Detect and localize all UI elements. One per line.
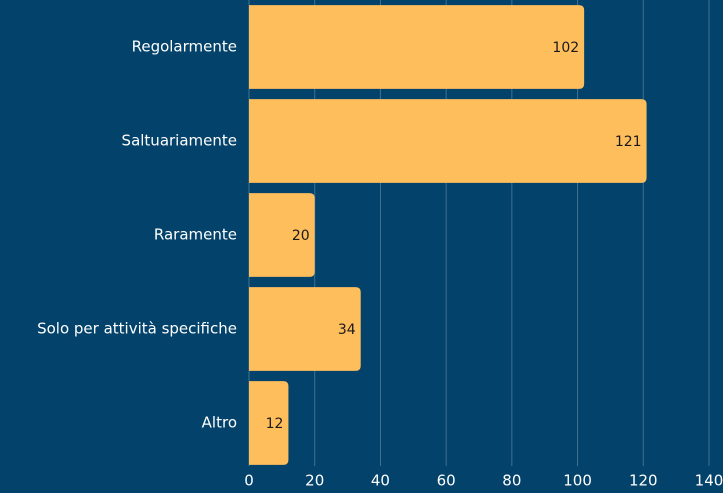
value-label: 34 xyxy=(338,322,356,338)
y-tick-label: Regolarmente xyxy=(132,38,237,56)
x-tick-label: 140 xyxy=(695,472,723,490)
x-tick-label: 0 xyxy=(244,472,254,490)
value-label: 102 xyxy=(552,40,579,56)
x-tick-label: 120 xyxy=(629,472,658,490)
bar xyxy=(249,287,361,371)
value-label: 20 xyxy=(292,228,310,244)
x-tick-label: 20 xyxy=(305,472,324,490)
x-tick-label: 100 xyxy=(563,472,592,490)
x-tick-label: 40 xyxy=(371,472,390,490)
bar xyxy=(249,193,315,277)
y-tick-label: Solo per attività specifiche xyxy=(37,320,237,338)
y-tick-label: Altro xyxy=(202,414,237,432)
x-tick-label: 60 xyxy=(437,472,456,490)
y-tick-label: Saltuariamente xyxy=(122,132,237,150)
value-label: 121 xyxy=(615,134,642,150)
value-label: 12 xyxy=(266,416,284,432)
y-tick-label: Raramente xyxy=(154,226,237,244)
x-tick-label: 80 xyxy=(502,472,521,490)
bar xyxy=(249,381,289,465)
bar xyxy=(249,99,647,183)
bar xyxy=(249,5,585,89)
